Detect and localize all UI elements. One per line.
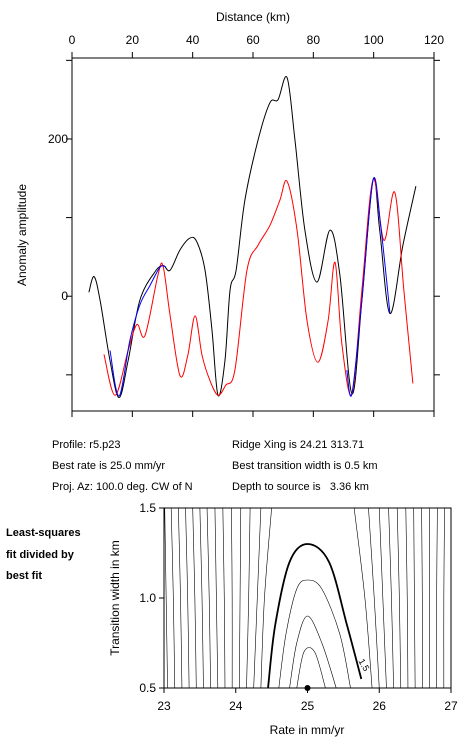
side-label: Least-squares xyxy=(6,527,81,539)
contour-line xyxy=(413,507,416,689)
contour-line xyxy=(239,507,242,689)
contour-line xyxy=(164,507,168,689)
info-text: Depth to source is 3.36 km xyxy=(232,481,369,493)
x-tick-label: 25 xyxy=(301,699,315,713)
x-tick-label: 23 xyxy=(157,699,171,713)
contour-line xyxy=(368,507,380,689)
contour-line xyxy=(278,579,351,689)
info-text: Best transition width is 0.5 km xyxy=(232,460,378,472)
data-line xyxy=(109,265,167,397)
x-tick-label: 80 xyxy=(307,33,321,47)
info-text: Ridge Xing is 24.21 313.71 xyxy=(232,439,364,451)
contour-line xyxy=(206,507,211,689)
side-label: fit divided by xyxy=(6,549,75,561)
contour-line xyxy=(170,507,176,689)
x-tick-label: 40 xyxy=(186,33,200,47)
info-text: Best rate is 25.0 mm/yr xyxy=(52,460,165,472)
contour-line xyxy=(421,507,423,689)
y-tick-label: 1.0 xyxy=(139,591,156,605)
contour-line xyxy=(436,507,438,689)
contour-line xyxy=(353,507,373,689)
contour-line xyxy=(246,507,251,689)
x-tick-label: 100 xyxy=(364,33,384,47)
contour-line xyxy=(192,507,197,689)
contour-line xyxy=(260,507,272,689)
contour-line xyxy=(253,507,262,689)
contour-line xyxy=(185,507,190,689)
x-tick-label: 24 xyxy=(229,699,243,713)
info-text: Profile: r5.p23 xyxy=(52,439,120,451)
y-tick-label: 1.5 xyxy=(139,501,156,515)
contour-line xyxy=(388,507,394,689)
data-line xyxy=(346,177,391,397)
x-tick-label: 27 xyxy=(444,699,458,713)
data-line xyxy=(103,179,414,396)
contour-line xyxy=(231,507,233,689)
contour-line xyxy=(378,507,387,689)
contour-line xyxy=(296,647,326,689)
info-text: Proj. Az: 100.0 deg. CW of N xyxy=(52,481,193,493)
y-tick-label: 0.5 xyxy=(139,681,156,695)
y-tick-label: 200 xyxy=(48,132,68,146)
contour-line xyxy=(396,507,402,689)
best-fit-point xyxy=(304,685,311,691)
contour-line xyxy=(222,507,226,689)
y-axis-title: Transition width in km xyxy=(108,540,122,656)
contour-line xyxy=(199,507,204,689)
side-label: best fit xyxy=(6,570,42,582)
contour-line xyxy=(214,507,219,689)
x-tick-label: 20 xyxy=(126,33,140,47)
contour-line xyxy=(289,615,337,689)
y-axis-title: Anomaly amplitude xyxy=(15,184,29,286)
contour-line xyxy=(178,507,183,689)
y-tick-label: 0 xyxy=(61,289,68,303)
x-tick-label: 0 xyxy=(69,33,76,47)
contour-line xyxy=(443,507,445,689)
x-axis-title: Distance (km) xyxy=(216,10,290,24)
x-tick-label: 26 xyxy=(373,699,387,713)
data-line xyxy=(88,76,417,399)
x-axis-title: Rate in mm/yr xyxy=(270,723,345,737)
x-tick-label: 120 xyxy=(424,33,444,47)
contour-line xyxy=(267,543,363,689)
contour-line xyxy=(405,507,409,689)
x-tick-label: 60 xyxy=(246,33,260,47)
